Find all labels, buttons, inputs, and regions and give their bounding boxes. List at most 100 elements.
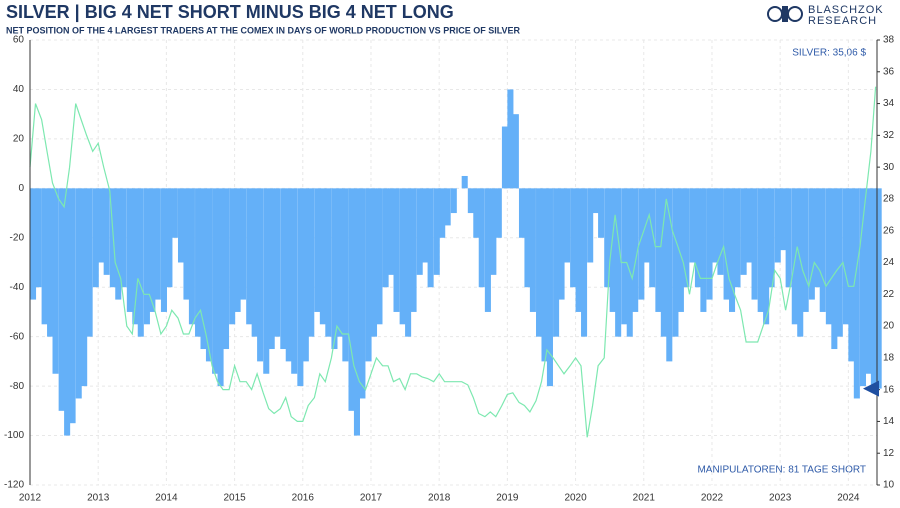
bar — [746, 188, 753, 263]
bar — [195, 188, 202, 337]
bar — [444, 188, 451, 226]
bar — [433, 188, 440, 275]
bar — [842, 188, 849, 325]
bar — [222, 188, 230, 350]
bar — [558, 188, 565, 300]
x-tick-label: 2018 — [428, 493, 451, 504]
bar — [711, 188, 719, 263]
bar — [507, 89, 514, 189]
bar — [171, 188, 178, 238]
bar — [604, 188, 611, 288]
y-tick-label: -100 — [4, 430, 24, 441]
bar — [621, 188, 628, 325]
bar — [240, 188, 247, 300]
bar — [160, 188, 167, 312]
y-tick-label: -120 — [4, 480, 24, 491]
bar — [200, 188, 207, 350]
bar — [655, 188, 662, 312]
bar — [143, 188, 150, 325]
x-tick-label: 2013 — [87, 493, 110, 504]
y-tick-label: -80 — [10, 381, 25, 392]
bar — [410, 188, 417, 312]
y-tick-label: -40 — [10, 282, 25, 293]
bar — [205, 188, 213, 362]
bar — [285, 188, 292, 362]
bar — [75, 188, 82, 399]
bar — [677, 188, 684, 312]
bar — [751, 188, 758, 300]
bar — [69, 188, 76, 424]
bar — [831, 188, 838, 350]
bar — [808, 188, 815, 300]
bar — [836, 188, 843, 337]
bar — [359, 188, 366, 399]
bar — [501, 126, 508, 189]
bar — [768, 188, 775, 288]
bar — [30, 188, 37, 300]
bar — [563, 188, 571, 263]
bar — [388, 188, 395, 275]
bar — [660, 188, 667, 337]
bar — [797, 188, 804, 337]
plot — [29, 39, 882, 486]
bar — [234, 188, 241, 312]
y-tick-label: 20 — [13, 134, 25, 145]
bar — [512, 114, 519, 189]
bar — [615, 188, 622, 337]
annotation: SILVER: 35,06 $ — [792, 48, 866, 59]
x-tick-label: 2020 — [564, 493, 587, 504]
x-tick-label: 2012 — [19, 493, 42, 504]
bar — [780, 188, 787, 251]
bar — [570, 188, 577, 288]
bar — [257, 188, 264, 362]
brand: BLASCHZOK — [808, 4, 884, 16]
y-tick-label: 0 — [18, 183, 24, 194]
bar — [643, 188, 650, 263]
bar — [325, 188, 332, 337]
bar — [740, 188, 747, 275]
x-tick-label: 2015 — [223, 493, 246, 504]
bar — [103, 188, 110, 275]
bar — [581, 188, 588, 337]
bar — [64, 188, 71, 436]
bar — [734, 188, 741, 288]
bar — [723, 188, 730, 300]
bar — [638, 188, 645, 300]
bar — [251, 188, 258, 337]
bar — [478, 188, 485, 288]
bar — [342, 188, 349, 362]
bar — [859, 188, 867, 387]
bar — [376, 188, 383, 325]
bar — [848, 188, 855, 362]
bar — [700, 188, 707, 312]
bar — [274, 188, 281, 337]
bar — [524, 188, 531, 288]
bar — [336, 188, 343, 337]
bar — [495, 188, 502, 238]
bar — [672, 188, 679, 337]
bar — [763, 188, 770, 325]
bar — [370, 188, 378, 337]
bar — [149, 188, 156, 312]
bar — [308, 188, 315, 337]
bar — [246, 188, 253, 325]
x-tick-label: 2024 — [837, 493, 860, 504]
y2-tick-label: 34 — [883, 98, 895, 109]
y-tick-label: 40 — [13, 84, 25, 95]
bar — [52, 188, 59, 374]
bar — [58, 188, 65, 411]
bar — [518, 188, 526, 238]
bar — [399, 188, 406, 325]
bar — [450, 188, 457, 214]
bar — [268, 188, 275, 350]
bar — [717, 188, 724, 275]
bar — [422, 188, 429, 263]
bar — [484, 188, 491, 312]
bar — [461, 175, 468, 189]
bar — [314, 188, 321, 312]
bar — [814, 188, 821, 288]
bar — [47, 188, 54, 337]
bar — [405, 188, 412, 337]
y2-tick-label: 20 — [883, 321, 895, 332]
bar — [802, 188, 809, 312]
